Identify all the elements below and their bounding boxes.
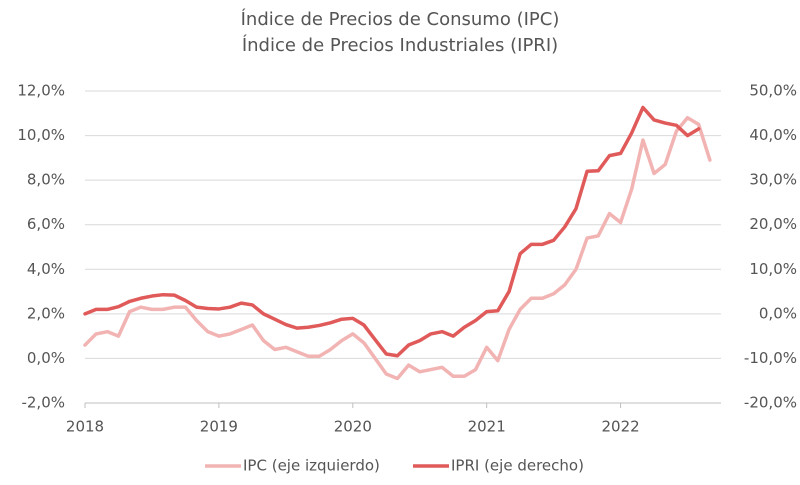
series-line	[83, 105, 701, 358]
y2-tick-label: 10,0%	[749, 260, 797, 278]
chart-subtitle: Índice de Precios Industriales (IPRI)	[242, 34, 558, 56]
y2-tick-label: 40,0%	[749, 126, 797, 144]
y-tick-label: 12,0%	[17, 82, 65, 100]
x-tick-label: 2021	[468, 418, 506, 436]
y2-tick-label: -20,0%	[744, 394, 797, 412]
y2-tick-label: 50,0%	[749, 82, 797, 100]
y2-tick-label: 30,0%	[749, 171, 797, 189]
y-tick-label: -2,0%	[21, 394, 65, 412]
y2-tick-label: 0,0%	[759, 304, 797, 322]
y-tick-label: 8,0%	[27, 171, 65, 189]
y-tick-label: 2,0%	[27, 304, 65, 322]
x-tick-label: 2022	[601, 418, 639, 436]
y-tick-label: 6,0%	[27, 215, 65, 233]
x-tick-label: 2019	[200, 418, 238, 436]
y-tick-label: 0,0%	[27, 349, 65, 367]
y-tick-label: 4,0%	[27, 260, 65, 278]
y2-tick-label: 20,0%	[749, 215, 797, 233]
x-tick-label: 2020	[334, 418, 372, 436]
legend-label: IPRI (eje derecho)	[451, 457, 584, 475]
y-tick-label: 10,0%	[17, 126, 65, 144]
series-line	[83, 115, 712, 381]
chart-title: Índice de Precios de Consumo (IPC)	[241, 8, 560, 30]
legend-label: IPC (eje izquierdo)	[243, 457, 380, 475]
x-tick-label: 2018	[66, 418, 104, 436]
y2-tick-label: -10,0%	[744, 349, 797, 367]
